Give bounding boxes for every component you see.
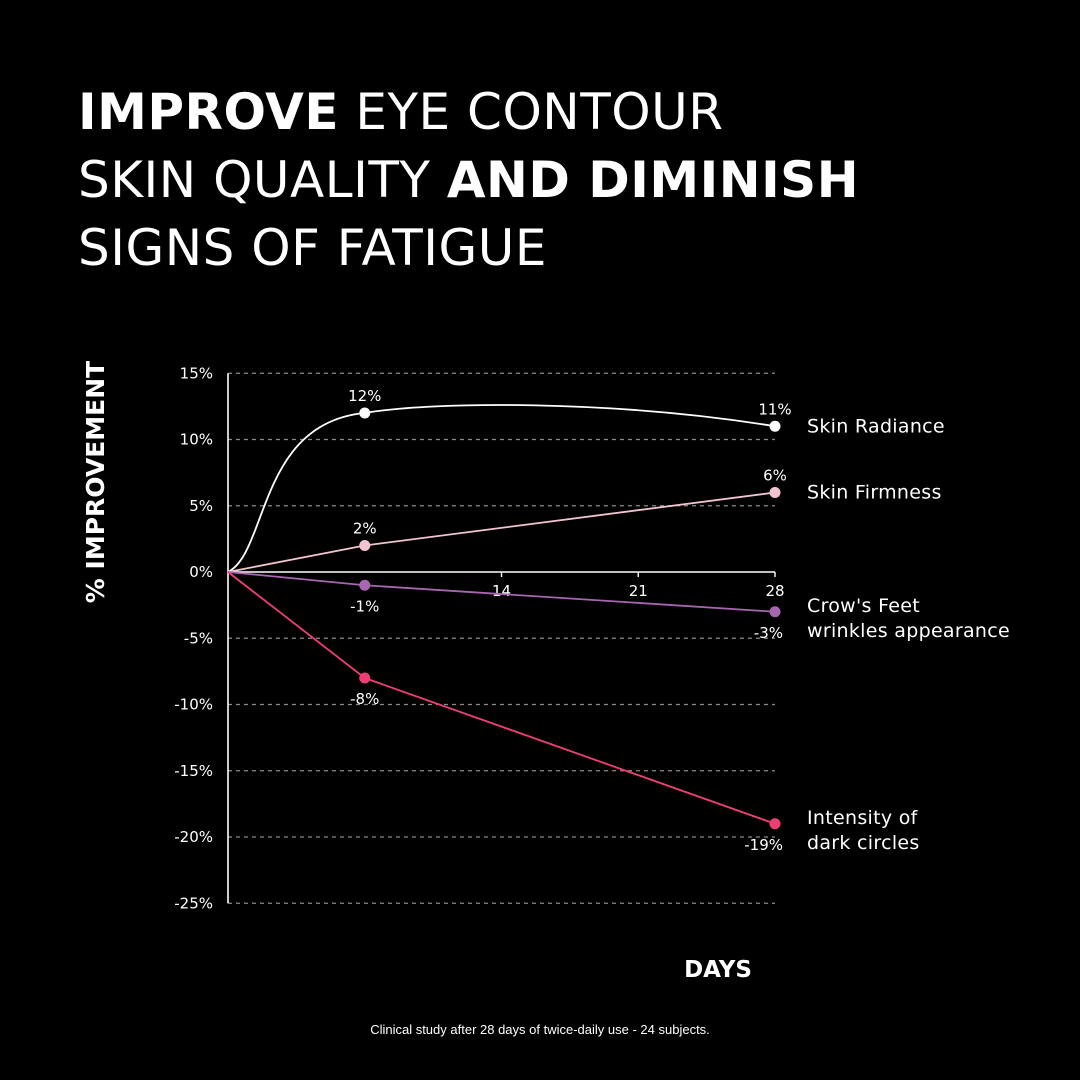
data-label: -1% <box>350 597 379 615</box>
data-point <box>359 540 371 551</box>
headline: IMPROVE EYE CONTOUR SKIN QUALITY AND DIM… <box>78 78 859 282</box>
y-tick-labels: 15% 10% 5% 0% -5% -10% -15% -20% -25% <box>174 364 213 912</box>
y-tick-label: -20% <box>174 828 213 846</box>
x-tick-label: 21 <box>629 582 648 600</box>
series-group: 12% 11% Skin Radiance 2% 6% Skin Firmness -1% -… <box>227 387 1010 854</box>
data-point <box>359 672 371 684</box>
data-point <box>769 818 781 830</box>
x-tick-label: 14 <box>492 582 511 600</box>
x-tick-labels: 14 21 28 <box>492 582 785 600</box>
data-label: 11% <box>758 400 791 418</box>
grid-lines <box>228 372 775 904</box>
data-label: 12% <box>348 387 381 405</box>
y-axis-label: % IMPROVEMENT <box>81 361 110 603</box>
headline-bold-2: AND DIMINISH <box>446 151 860 209</box>
series-label: Skin Firmness <box>807 482 942 504</box>
y-tick-label: 10% <box>180 431 213 449</box>
series-line-1 <box>227 491 776 573</box>
y-tick-label: -5% <box>184 629 213 647</box>
series-line-0 <box>227 404 776 573</box>
series-line-3 <box>227 571 776 825</box>
data-label: -3% <box>754 624 783 642</box>
y-tick-label: 0% <box>189 563 213 581</box>
data-label: 2% <box>353 520 377 538</box>
series-label: Crow's Feet <box>807 595 920 617</box>
series-label: Intensity of <box>807 807 919 829</box>
y-tick-label: -10% <box>174 696 213 714</box>
data-label: -8% <box>350 690 379 708</box>
series-label: dark circles <box>807 832 920 854</box>
y-tick-label: 5% <box>189 497 213 515</box>
data-label: 6% <box>763 467 787 485</box>
y-tick-label: -15% <box>174 762 213 780</box>
data-point <box>359 579 371 591</box>
x-tick-label: 28 <box>765 582 784 600</box>
axes <box>227 373 776 904</box>
series-label: wrinkles appearance <box>807 620 1010 642</box>
y-tick-label: -25% <box>174 894 213 912</box>
data-label: -19% <box>744 836 783 854</box>
headline-bold-1: IMPROVE <box>78 83 340 141</box>
headline-text-1: EYE CONTOUR <box>339 83 724 141</box>
data-point <box>359 407 371 419</box>
y-tick-label: 15% <box>180 364 213 382</box>
data-point <box>769 420 781 432</box>
headline-text-2: SKIN QUALITY <box>78 151 447 209</box>
x-axis-label: DAYS <box>684 957 752 983</box>
data-point <box>769 487 781 498</box>
footnote: Clinical study after 28 days of twice-da… <box>370 1022 710 1037</box>
series-label: Skin Radiance <box>807 415 945 437</box>
headline-text-3: SIGNS OF FATIGUE <box>78 219 547 277</box>
data-point <box>769 606 781 618</box>
